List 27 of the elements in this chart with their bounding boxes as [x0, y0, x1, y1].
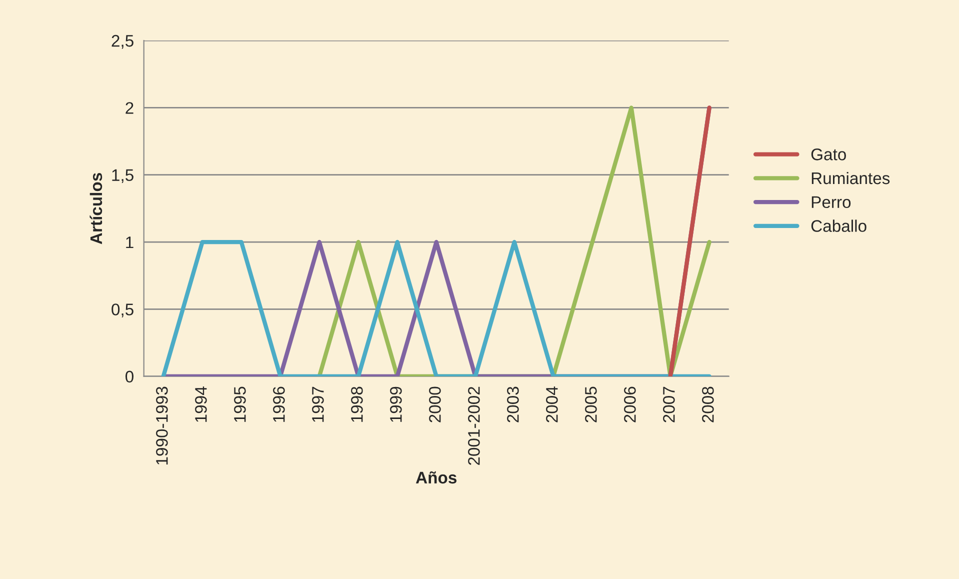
x-tick-label: 1998 — [351, 386, 363, 422]
y-tick-label: 1,5 — [112, 169, 134, 184]
x-tick-label: 2005 — [585, 386, 597, 422]
y-axis-title: Artículos — [90, 173, 102, 244]
x-tick-label: 1994 — [195, 386, 207, 422]
y-tick-label: 2,5 — [112, 34, 134, 49]
legend-label: Rumiantes — [812, 172, 890, 184]
x-tick-label: 2003 — [507, 386, 519, 422]
x-tick-label: 2001-2002 — [468, 386, 480, 465]
x-tick-label: 2006 — [624, 386, 636, 422]
x-tick-label: 2008 — [702, 386, 714, 422]
x-tick-label: 1996 — [273, 386, 285, 422]
y-tick-label: 1 — [126, 236, 134, 248]
legend-label: Gato — [811, 148, 846, 160]
legend-label: Perro — [812, 196, 851, 208]
x-tick-label: 2000 — [429, 386, 441, 422]
x-tick-label: 1990-1993 — [156, 386, 168, 464]
legend-label: Caballo — [811, 220, 866, 232]
x-axis-title: Años — [416, 471, 456, 484]
x-tick-label: 2007 — [663, 386, 675, 422]
y-tick-label: 0,5 — [112, 304, 134, 318]
x-tick-label: 1999 — [390, 386, 402, 422]
y-tick-label: 2 — [126, 102, 134, 114]
x-tick-label: 2004 — [546, 386, 558, 422]
x-tick-label: 1995 — [234, 386, 246, 422]
y-tick-label: 0 — [126, 370, 134, 383]
x-tick-label: 1997 — [312, 386, 324, 422]
